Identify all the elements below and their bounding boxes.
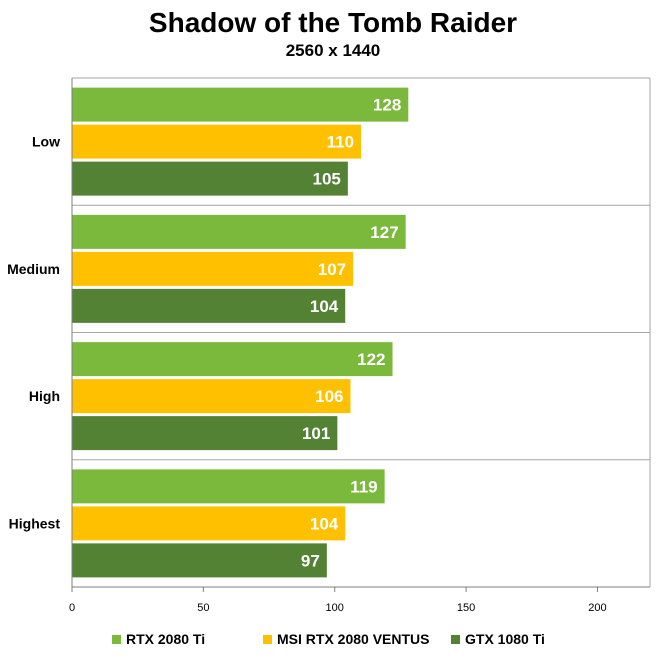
x-tick-label: 150 — [457, 602, 475, 614]
legend: RTX 2080 Ti MSI RTX 2080 VENTUS GTX 1080 T… — [112, 631, 545, 647]
x-tick-label: 0 — [69, 602, 75, 614]
bar-value-label: 105 — [312, 170, 340, 189]
bars-layer: 128 110 105 127 107 104 122 106 101 119 104 97 — [72, 87, 409, 578]
bar-value-label: 106 — [315, 387, 343, 406]
bar — [72, 161, 348, 196]
bar — [72, 251, 354, 286]
chart-title: Shadow of the Tomb Raider — [149, 7, 517, 38]
category-label: High — [29, 388, 60, 404]
bar — [72, 87, 409, 122]
bar-value-label: 104 — [310, 514, 339, 533]
bar — [72, 214, 406, 249]
bar-value-label: 97 — [301, 551, 320, 570]
x-tick-label: 50 — [197, 602, 209, 614]
bar — [72, 469, 385, 504]
bar-value-label: 104 — [310, 297, 339, 316]
legend-label: GTX 1080 Ti — [465, 631, 545, 647]
legend-swatch — [112, 635, 121, 644]
category-label: Medium — [7, 261, 60, 277]
bar-value-label: 119 — [350, 477, 377, 496]
legend-label: MSI RTX 2080 VENTUS — [277, 631, 430, 647]
bar-value-label: 122 — [357, 350, 385, 369]
bar-value-label: 128 — [373, 96, 401, 115]
x-tick-label: 200 — [588, 602, 606, 614]
chart-subtitle: 2560 x 1440 — [286, 41, 381, 60]
legend-swatch — [451, 635, 460, 644]
bar — [72, 288, 346, 323]
bar-value-label: 110 — [327, 133, 354, 152]
bar — [72, 543, 327, 578]
bar-value-label: 127 — [370, 223, 398, 242]
legend-label: RTX 2080 Ti — [126, 631, 205, 647]
bar-value-label: 101 — [302, 424, 330, 443]
category-label: Low — [32, 134, 60, 150]
bar-value-label: 107 — [318, 260, 346, 279]
axis-layer: Low Medium High Highest 0 50 100 150 200 — [7, 78, 650, 614]
bar — [72, 342, 393, 377]
legend-swatch — [263, 635, 272, 644]
bar — [72, 124, 361, 159]
bar — [72, 379, 351, 414]
bar — [72, 506, 346, 541]
bar — [72, 416, 338, 451]
x-tick-label: 100 — [326, 602, 344, 614]
category-label: Highest — [9, 515, 61, 531]
